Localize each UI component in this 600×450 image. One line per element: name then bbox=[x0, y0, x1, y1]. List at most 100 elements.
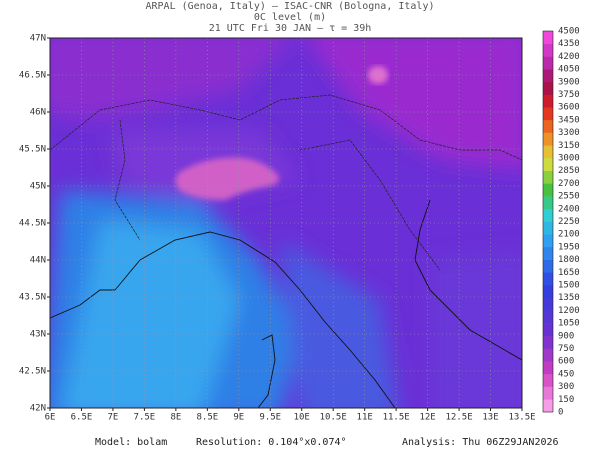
colorbar-swatch bbox=[543, 107, 553, 121]
map-field bbox=[50, 38, 522, 408]
lat-label: 45.5N bbox=[19, 145, 46, 155]
coastline bbox=[114, 231, 396, 408]
colorbar-label: 750 bbox=[558, 344, 574, 354]
colorbar-swatch bbox=[543, 69, 553, 83]
lon-label: 6E bbox=[45, 413, 56, 423]
colorbar-swatch bbox=[543, 94, 553, 108]
lon-label: 11.5E bbox=[383, 413, 410, 423]
colorbar-swatch bbox=[543, 208, 553, 222]
footer-analysis: Analysis: Thu 06Z29JAN2026 bbox=[402, 437, 559, 448]
colorbar-swatch bbox=[543, 183, 553, 197]
lat-label: 44N bbox=[30, 256, 46, 266]
lon-label: 13.5E bbox=[508, 413, 535, 423]
coastline bbox=[50, 289, 115, 319]
colorbar-label: 3450 bbox=[558, 115, 580, 125]
colorbar-label: 4350 bbox=[558, 39, 580, 49]
lat-label: 46N bbox=[30, 108, 46, 118]
border bbox=[299, 139, 441, 271]
colorbar-frame bbox=[542, 30, 554, 413]
colorbar-swatch bbox=[543, 31, 553, 44]
colorbar-label: 2550 bbox=[558, 192, 580, 202]
footer-model: Model: bolam bbox=[95, 437, 167, 448]
header-line: ARPAL (Genoa, Italy) — ISAC-CNR (Bologna… bbox=[146, 1, 435, 12]
colorbar-label: 1350 bbox=[558, 293, 580, 303]
colorbar-swatch bbox=[543, 285, 553, 298]
header-line: 21 UTC Fri 30 JAN — τ = 39h bbox=[209, 23, 372, 34]
colorbar-label: 4200 bbox=[558, 52, 580, 62]
field-peak bbox=[175, 157, 279, 200]
colorbar-label: 0 bbox=[558, 408, 563, 418]
colorbar-label: 1050 bbox=[558, 319, 580, 329]
colorbar-label: 2700 bbox=[558, 179, 580, 189]
colorbar-label: 3300 bbox=[558, 128, 580, 138]
coastline bbox=[414, 199, 522, 361]
lat-label: 42.5N bbox=[19, 367, 46, 377]
coastline bbox=[257, 334, 276, 408]
colorbar-swatch bbox=[543, 335, 553, 349]
colorbar-label: 3900 bbox=[558, 77, 580, 87]
colorbar-swatch bbox=[543, 196, 553, 210]
border bbox=[50, 94, 522, 161]
colorbar-swatch bbox=[543, 386, 553, 400]
lat-label: 42N bbox=[30, 404, 46, 414]
colorbar: 0 150 300 450 600 750 900 1050 1200 1350 1500 1650 1… bbox=[542, 27, 580, 418]
colorbar-swatch bbox=[543, 323, 553, 337]
lon-label: 12.5E bbox=[446, 413, 473, 423]
colorbar-label: 2100 bbox=[558, 230, 580, 240]
colorbar-label: 900 bbox=[558, 331, 574, 341]
lon-label: 7.5E bbox=[134, 413, 156, 423]
colorbar-label: 300 bbox=[558, 382, 574, 392]
colorbar-swatch bbox=[543, 145, 553, 159]
lon-label: 8.5E bbox=[196, 413, 218, 423]
colorbar-label: 2400 bbox=[558, 204, 580, 214]
colorbar-swatch bbox=[543, 132, 553, 146]
colorbar-label: 4050 bbox=[558, 65, 580, 75]
colorbar-label: 450 bbox=[558, 369, 574, 379]
colorbar-label: 3750 bbox=[558, 90, 580, 100]
colorbar-label: 1200 bbox=[558, 306, 580, 316]
lon-label: 8E bbox=[170, 413, 181, 423]
colorbar-swatch bbox=[543, 246, 553, 260]
colorbar-swatch bbox=[543, 170, 553, 184]
lon-label: 12E bbox=[419, 413, 435, 423]
lat-label: 47N bbox=[30, 34, 46, 44]
colorbar-label: 150 bbox=[558, 395, 574, 405]
lat-label: 45N bbox=[30, 182, 46, 192]
colorbar-swatch bbox=[543, 234, 553, 248]
lat-label: 44.5N bbox=[19, 219, 46, 229]
lon-label: 9E bbox=[233, 413, 244, 423]
colorbar-swatch bbox=[543, 56, 553, 70]
colorbar-label: 3600 bbox=[558, 103, 580, 113]
colorbar-swatch bbox=[543, 310, 553, 324]
colorbar-label: 1500 bbox=[558, 281, 580, 291]
footer-resolution: Resolution: 0.104°x0.074° bbox=[196, 437, 347, 448]
lon-label: 10.5E bbox=[320, 413, 347, 423]
colorbar-label: 2850 bbox=[558, 166, 580, 176]
colorbar-swatch bbox=[543, 361, 553, 375]
lat-label: 46.5N bbox=[19, 71, 46, 81]
colorbar-label: 3000 bbox=[558, 154, 580, 164]
colorbar-swatch bbox=[543, 399, 553, 413]
colorbar-label: 1650 bbox=[558, 268, 580, 278]
lon-label: 7E bbox=[108, 413, 119, 423]
lat-label: 43N bbox=[30, 330, 46, 340]
border bbox=[114, 119, 141, 241]
colorbar-label: 1950 bbox=[558, 242, 580, 252]
colorbar-swatch bbox=[543, 221, 553, 235]
colorbar-swatch bbox=[543, 373, 553, 387]
lon-label: 11E bbox=[357, 413, 373, 423]
colorbar-swatch bbox=[543, 158, 553, 171]
lon-label: 10E bbox=[294, 413, 310, 423]
colorbar-swatch bbox=[543, 348, 553, 362]
colorbar-swatch bbox=[543, 297, 553, 311]
lon-label: 6.5E bbox=[71, 413, 93, 423]
lat-label: 43.5N bbox=[19, 293, 46, 303]
colorbar-label: 2250 bbox=[558, 217, 580, 227]
graticule bbox=[50, 38, 522, 408]
lon-label: 13E bbox=[482, 413, 498, 423]
colorbar-swatch bbox=[543, 259, 553, 273]
colorbar-swatch bbox=[543, 272, 553, 286]
header-line: 0C level (m) bbox=[254, 12, 326, 23]
colorbar-swatch bbox=[543, 81, 553, 95]
